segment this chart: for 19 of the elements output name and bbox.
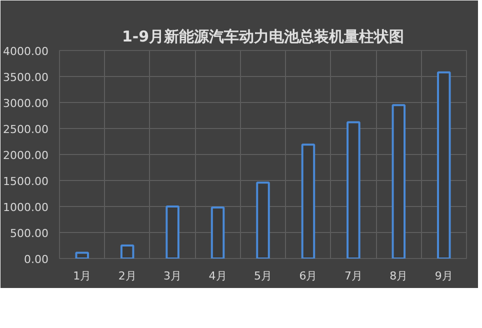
x-tick-label: 8月 <box>390 270 408 282</box>
y-tick-label: 2500.00 <box>3 123 49 136</box>
x-tick-label: 2月 <box>118 270 136 282</box>
chart-title: 1-9月新能源汽车动力电池总装机量柱状图 <box>122 28 404 46</box>
y-tick-label: 4000.00 <box>3 45 49 58</box>
x-tick-label: 5月 <box>254 270 272 282</box>
y-tick-label: 3500.00 <box>3 71 49 84</box>
y-tick-label: 1500.00 <box>3 175 49 188</box>
x-tick-label: 4月 <box>208 270 227 282</box>
y-tick-label: 2000.00 <box>3 149 49 162</box>
y-tick-label: 3000.00 <box>3 97 49 110</box>
y-tick-label: 500.00 <box>10 227 49 240</box>
x-tick-label: 1月 <box>73 270 92 282</box>
y-tick-label: 1000.00 <box>3 201 49 214</box>
x-tick-label: 7月 <box>344 270 362 282</box>
x-tick-label: 9月 <box>434 270 453 282</box>
x-tick-label: 6月 <box>299 270 318 282</box>
y-tick-label: 0.00 <box>24 253 49 266</box>
x-tick-label: 3月 <box>164 270 182 282</box>
